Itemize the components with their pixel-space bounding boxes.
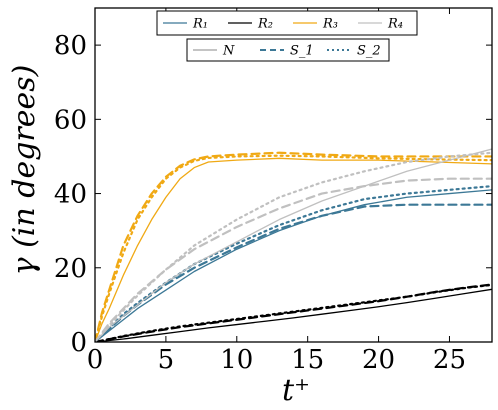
series-line-9 bbox=[95, 148, 492, 342]
series-line-6 bbox=[95, 157, 492, 342]
x-tick-label-1: 5 bbox=[158, 345, 175, 375]
legend-box-0: R₁ R₂ R₃ R₄ bbox=[156, 10, 418, 36]
plot-frame bbox=[94, 7, 493, 343]
y-tick-label-2: 40 bbox=[54, 180, 87, 210]
series-line-10 bbox=[95, 177, 492, 342]
y-tick-label-1: 20 bbox=[54, 254, 87, 284]
x-axis-label: t⁺ bbox=[282, 373, 310, 408]
y-tick-label-4: 80 bbox=[54, 31, 87, 61]
legend-label-0-1: R₂ bbox=[257, 17, 273, 32]
legend-frame-0 bbox=[156, 10, 418, 36]
x-tick-label-5: 25 bbox=[433, 345, 466, 375]
series-line-8 bbox=[95, 154, 492, 342]
axes-layer: 0 5 10 15 20 25 0 20 40 60 80 bbox=[54, 7, 493, 375]
legend-label-1-2: S_2 bbox=[357, 44, 381, 59]
legend-frame-1 bbox=[186, 38, 390, 62]
legend-label-1-1: S_1 bbox=[290, 44, 314, 59]
series-line-11 bbox=[95, 151, 492, 342]
legend-label-0-2: R₃ bbox=[322, 17, 338, 32]
series-layer bbox=[95, 148, 492, 342]
x-tick-label-4: 20 bbox=[362, 345, 395, 375]
legend-label-0-3: R₄ bbox=[387, 17, 403, 32]
legend-label-0-0: R₁ bbox=[192, 17, 208, 32]
series-line-2 bbox=[95, 185, 492, 342]
x-tick-label-2: 10 bbox=[220, 345, 253, 375]
y-tick-label-0: 0 bbox=[70, 328, 87, 358]
legend-box-1: N S_1 S_2 bbox=[186, 38, 390, 62]
series-line-5 bbox=[95, 283, 492, 342]
legend: R₁ R₂ R₃ R₄ N S_1 S_2 bbox=[156, 10, 418, 62]
y-axis-label: γ (in degrees) bbox=[7, 65, 42, 276]
legend-label-1-0: N bbox=[222, 44, 235, 59]
y-tick-label-3: 60 bbox=[54, 105, 87, 135]
series-line-7 bbox=[95, 151, 492, 342]
x-tick-label-0: 0 bbox=[87, 345, 104, 375]
series-line-3 bbox=[95, 288, 492, 342]
x-tick-label-3: 15 bbox=[291, 345, 324, 375]
series-line-0 bbox=[95, 189, 492, 342]
